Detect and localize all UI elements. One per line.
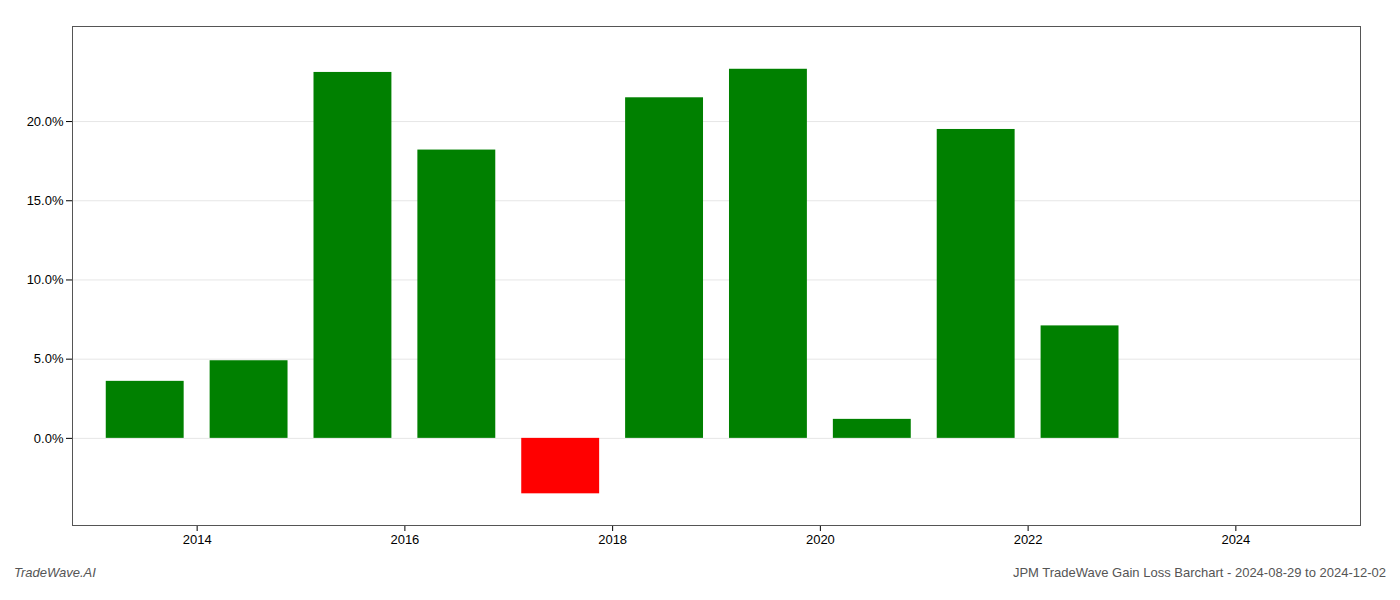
svg-text:0.0%: 0.0%	[34, 431, 64, 446]
svg-text:2022: 2022	[1014, 532, 1043, 547]
svg-text:2024: 2024	[1221, 532, 1250, 547]
html-text:JPM TradeWave Gain Loss Barcha: JPM TradeWave Gain Loss Barchart - 2024-…	[1012, 565, 1386, 580]
svg-text:20.0%: 20.0%	[27, 114, 64, 129]
svg-text:2016: 2016	[390, 532, 419, 547]
svg-text:2020: 2020	[806, 532, 835, 547]
svg-text:2014: 2014	[183, 532, 212, 547]
svg-text:15.0%: 15.0%	[27, 193, 64, 208]
svg-text:2018: 2018	[598, 532, 627, 547]
html-text:TradeWave.AI: TradeWave.AI	[14, 565, 96, 580]
svg-text:5.0%: 5.0%	[34, 351, 64, 366]
svg-text:10.0%: 10.0%	[27, 272, 64, 287]
